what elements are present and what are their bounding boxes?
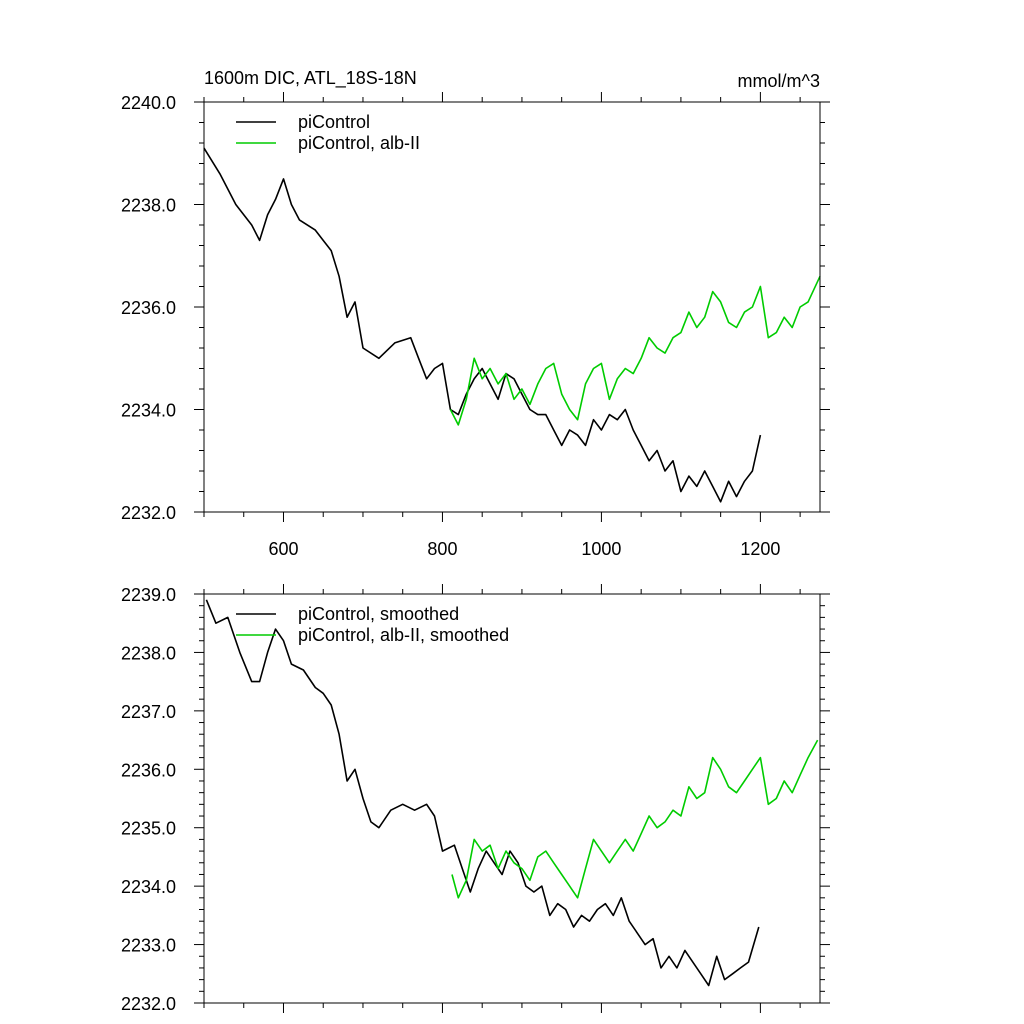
y-tick-label: 2234.0 [121, 401, 176, 421]
y-tick-label: 2232.0 [121, 503, 176, 523]
series-line-alb-ii [449, 275, 821, 426]
units-label: mmol/m^3 [738, 71, 820, 91]
y-tick-label: 2236.0 [121, 760, 176, 780]
y-tick-label: 2233.0 [121, 936, 176, 956]
y-tick-label: 2232.0 [121, 994, 176, 1014]
y-tick-label: 2237.0 [121, 702, 176, 722]
bottom-plot-frame [203, 593, 821, 1004]
x-tick-label: 600 [268, 539, 298, 559]
x-tick-label: 1000 [581, 539, 621, 559]
y-tick-label: 2234.0 [121, 877, 176, 897]
y-tick-label: 2235.0 [121, 819, 176, 839]
series-line-picontrol [203, 147, 762, 503]
y-tick-label: 2239.0 [121, 585, 176, 605]
bottom-plot-area: 2232.0 2233.0 2234.0 2235.0 2236.0 2237.0 2238… [121, 584, 830, 1014]
y-tick-label: 2238.0 [121, 196, 176, 216]
series-line-picontrol [205, 599, 760, 987]
series-line-alb-ii [451, 739, 819, 899]
top-panel: 1600m DIC, ATL_18S-18N mmol/m^3 600 800 10… [121, 68, 830, 559]
y-tick-label: 2238.0 [121, 643, 176, 663]
chart-title: 1600m DIC, ATL_18S-18N [204, 68, 417, 89]
legend-label: piControl [298, 112, 370, 132]
x-tick-label: 1200 [740, 539, 780, 559]
bottom-panel: 2232.0 2233.0 2234.0 2235.0 2236.0 2237.0 2238… [121, 584, 830, 1014]
y-tick-label: 2236.0 [121, 298, 176, 318]
top-plot-area: 600 800 1000 1200 2232.0 2234.0 2236.0 2238.0 22… [121, 92, 830, 559]
legend-label: piControl, alb-II [298, 133, 420, 153]
legend-label: piControl, smoothed [298, 604, 459, 624]
top-plot-frame [203, 101, 821, 513]
y-tick-label: 2240.0 [121, 93, 176, 113]
x-tick-label: 800 [427, 539, 457, 559]
legend-label: piControl, alb-II, smoothed [298, 625, 509, 645]
